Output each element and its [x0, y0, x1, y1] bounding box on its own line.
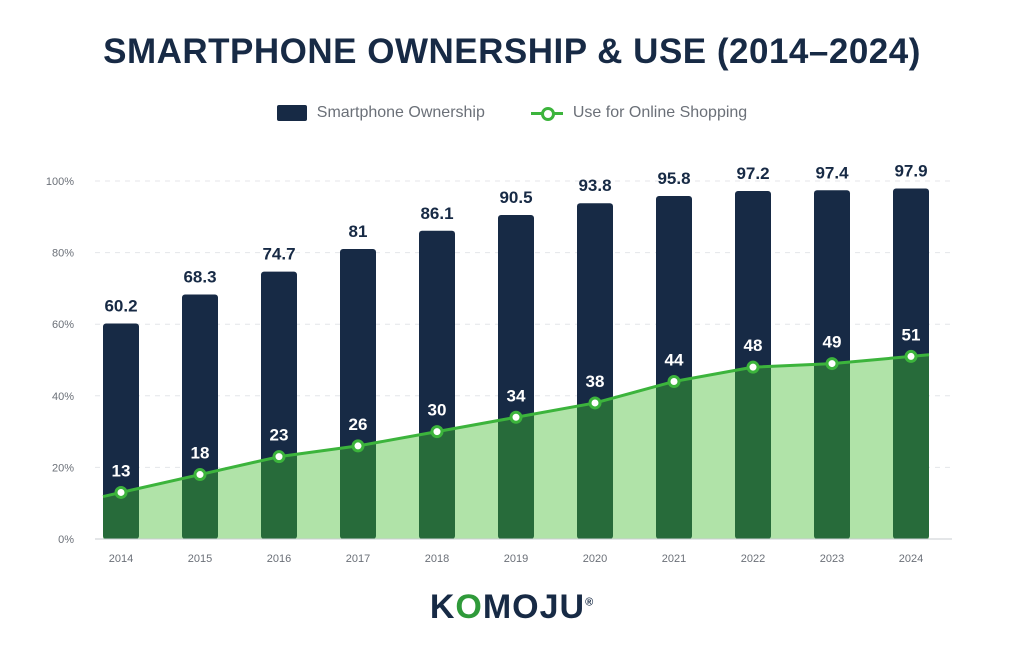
shopping-point [904, 349, 918, 363]
y-tick-label: 80% [52, 248, 74, 260]
y-tick-label: 0% [58, 534, 74, 546]
y-tick-label: 100% [46, 176, 74, 188]
ownership-data-label: 74.7 [262, 245, 295, 264]
logo-letters-moju: MOJU [482, 588, 586, 626]
ownership-data-label: 60.2 [104, 296, 137, 315]
shopping-data-label: 38 [586, 372, 605, 391]
x-tick-label: 2023 [820, 553, 844, 565]
legend-item-ownership: Smartphone Ownership [276, 104, 485, 122]
shopping-data-label: 51 [902, 325, 921, 344]
y-tick-label: 40% [52, 391, 74, 403]
shopping-point [351, 439, 365, 453]
x-tick-label: 2022 [741, 553, 765, 565]
legend-label-shopping: Use for Online Shopping [572, 104, 748, 121]
x-tick-label: 2018 [425, 553, 449, 565]
shopping-point [430, 425, 444, 439]
legend-item-shopping: Use for Online Shopping [530, 104, 748, 122]
y-tick-label: 60% [52, 319, 74, 331]
shopping-point [746, 360, 760, 374]
ownership-data-label: 95.8 [657, 169, 690, 188]
shopping-data-label: 34 [507, 386, 526, 405]
ownership-bar [103, 323, 139, 539]
shopping-data-label: 48 [744, 336, 763, 355]
shopping-point [588, 396, 602, 410]
x-tick-label: 2019 [504, 553, 528, 565]
x-tick-label: 2024 [899, 553, 923, 565]
shopping-point [509, 410, 523, 424]
shopping-point [193, 468, 207, 482]
shopping-data-label: 44 [665, 350, 684, 369]
shopping-data-label: 23 [270, 426, 289, 445]
ownership-data-label: 86.1 [420, 204, 453, 223]
shopping-data-label: 49 [823, 333, 842, 352]
x-tick-label: 2021 [662, 553, 686, 565]
legend-swatch-ownership [276, 105, 307, 121]
ownership-data-label: 97.2 [736, 164, 769, 183]
ownership-data-label: 93.8 [578, 176, 611, 195]
shopping-data-label: 26 [349, 415, 368, 434]
y-tick-label: 20% [52, 462, 74, 474]
ownership-data-label: 81 [349, 222, 368, 241]
ownership-data-label: 68.3 [183, 267, 216, 286]
shopping-point [667, 374, 681, 388]
komoju-logo: KOMOJU® [0, 588, 1024, 627]
shopping-point [825, 357, 839, 371]
chart-title: SMARTPHONE OWNERSHIP & USE (2014–2024) [103, 32, 921, 71]
shopping-data-label: 18 [191, 444, 210, 463]
shopping-data-label: 13 [112, 461, 131, 480]
shopping-data-label: 30 [428, 401, 447, 420]
x-tick-label: 2016 [267, 553, 291, 565]
x-tick-label: 2014 [109, 553, 133, 565]
ownership-data-label: 90.5 [499, 188, 532, 207]
logo-letter-o: O [455, 588, 483, 626]
legend: Smartphone Ownership Use for Online Shop… [0, 104, 1024, 122]
logo-letter-k: K [429, 588, 456, 626]
x-tick-label: 2017 [346, 553, 370, 565]
shopping-point [114, 485, 128, 499]
ownership-data-label: 97.4 [815, 163, 849, 182]
legend-label-ownership: Smartphone Ownership [316, 104, 485, 121]
legend-swatch-shopping [530, 105, 563, 121]
shopping-point [272, 450, 286, 464]
x-tick-label: 2020 [583, 553, 607, 565]
ownership-data-label: 97.9 [894, 162, 927, 181]
logo-registered-mark: ® [585, 596, 595, 609]
x-tick-label: 2015 [188, 553, 212, 565]
